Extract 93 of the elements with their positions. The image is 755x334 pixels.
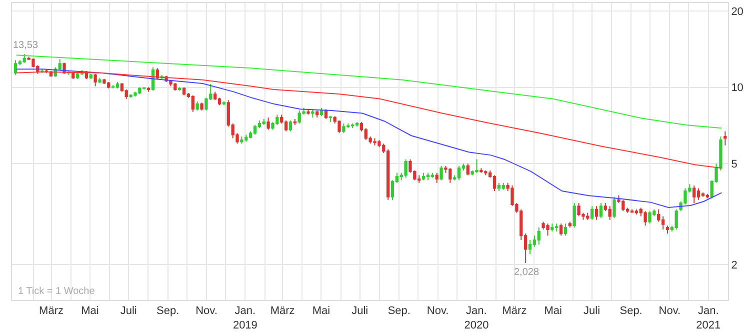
candlestick bbox=[724, 130, 727, 146]
x-tick-label: Juli bbox=[352, 305, 368, 318]
candlestick bbox=[14, 60, 18, 76]
candlestick bbox=[719, 136, 722, 171]
candlestick bbox=[568, 221, 572, 228]
x-tick-label: Nov. bbox=[196, 305, 218, 318]
candlestick bbox=[559, 223, 563, 236]
candlestick bbox=[422, 172, 426, 181]
candlestick bbox=[537, 227, 540, 245]
x-tick-label: Sep. bbox=[620, 305, 642, 318]
x-tick-label: Mai bbox=[544, 305, 562, 318]
candlestick bbox=[266, 117, 270, 130]
candlestick bbox=[492, 174, 496, 192]
candlestick bbox=[253, 124, 257, 136]
candlestick bbox=[182, 86, 186, 96]
candlestick bbox=[262, 118, 266, 126]
candlestick bbox=[440, 165, 443, 181]
candlestick bbox=[599, 202, 603, 219]
x-tick-label: Juli bbox=[120, 305, 137, 318]
candlestick bbox=[191, 94, 194, 112]
candlestick bbox=[102, 78, 106, 85]
line-series bbox=[16, 68, 722, 208]
x-tick-label: Mai bbox=[312, 305, 330, 318]
y-tick-label: 20 bbox=[731, 6, 744, 18]
candlestick bbox=[594, 206, 598, 220]
candlestick bbox=[98, 77, 102, 84]
candlestick bbox=[692, 185, 696, 204]
x-tick-label: März bbox=[39, 305, 64, 318]
line-series bbox=[16, 71, 722, 169]
x-tick-label: März bbox=[270, 305, 295, 318]
candlestick bbox=[94, 73, 97, 87]
x-tick-label: Mai bbox=[81, 305, 99, 318]
candlestick bbox=[696, 188, 700, 200]
candlestick bbox=[430, 172, 434, 178]
candlestick bbox=[196, 100, 199, 112]
candlestick bbox=[111, 84, 115, 89]
candlestick bbox=[666, 225, 670, 234]
candlestick bbox=[480, 168, 483, 174]
candlestick bbox=[674, 208, 678, 230]
candlestick bbox=[590, 206, 594, 220]
x-tick-label: Jan. 2020 bbox=[464, 305, 489, 332]
candlestick bbox=[316, 110, 319, 118]
x-tick-label: Jan. 2019 bbox=[232, 305, 258, 332]
candlestick bbox=[355, 121, 359, 128]
candlestick bbox=[528, 240, 532, 255]
candlestick bbox=[644, 210, 647, 226]
candlestick bbox=[457, 165, 461, 181]
candlestick bbox=[293, 118, 296, 126]
candlestick bbox=[466, 163, 470, 176]
x-tick-label: Nov. bbox=[426, 305, 449, 318]
candlestick bbox=[342, 122, 346, 134]
candlestick bbox=[404, 158, 408, 178]
candlestick bbox=[328, 116, 332, 122]
annotation: 2,028 bbox=[514, 267, 540, 278]
candlestick bbox=[497, 182, 501, 192]
candlestick bbox=[612, 196, 616, 219]
x-tick-label: März bbox=[502, 305, 527, 318]
candlestick bbox=[146, 86, 150, 92]
candlestick bbox=[22, 54, 26, 64]
y-tick-label: 10 bbox=[731, 82, 744, 94]
annotation: 1 Tick = 1 Woche bbox=[18, 286, 96, 297]
y-tick-label: 5 bbox=[731, 158, 738, 171]
annotation: 13,53 bbox=[13, 40, 38, 51]
y-tick-label: 2 bbox=[731, 259, 738, 272]
x-tick-label: Sep. bbox=[156, 305, 180, 318]
candlestick bbox=[76, 71, 80, 80]
candlestick bbox=[426, 172, 430, 181]
candlestick bbox=[240, 136, 244, 144]
candlestick bbox=[572, 202, 576, 228]
x-tick-label: Nov. bbox=[658, 305, 681, 318]
candlestick bbox=[608, 206, 612, 220]
candlestick bbox=[116, 81, 120, 89]
line-series bbox=[16, 54, 722, 129]
candlestick bbox=[306, 108, 310, 116]
candlestick bbox=[706, 193, 709, 199]
x-tick-label: Sep. bbox=[388, 305, 410, 318]
candlestick bbox=[222, 100, 226, 106]
candlestick bbox=[213, 91, 217, 101]
candlestick bbox=[200, 102, 204, 112]
candlestick bbox=[338, 120, 341, 134]
candlestick bbox=[350, 122, 354, 129]
candlestick bbox=[564, 223, 568, 236]
candlestick bbox=[435, 172, 438, 184]
candlestick bbox=[288, 120, 292, 132]
x-tick-label: Juli bbox=[584, 305, 600, 318]
candlestick bbox=[89, 73, 92, 80]
x-tick-label: Jan. 2021 bbox=[696, 305, 721, 332]
candlestick bbox=[634, 208, 638, 216]
candlestick bbox=[630, 208, 634, 214]
candlestick bbox=[701, 192, 705, 198]
candlestick bbox=[502, 182, 505, 190]
candlestick bbox=[311, 108, 314, 118]
candlestick bbox=[550, 223, 554, 232]
